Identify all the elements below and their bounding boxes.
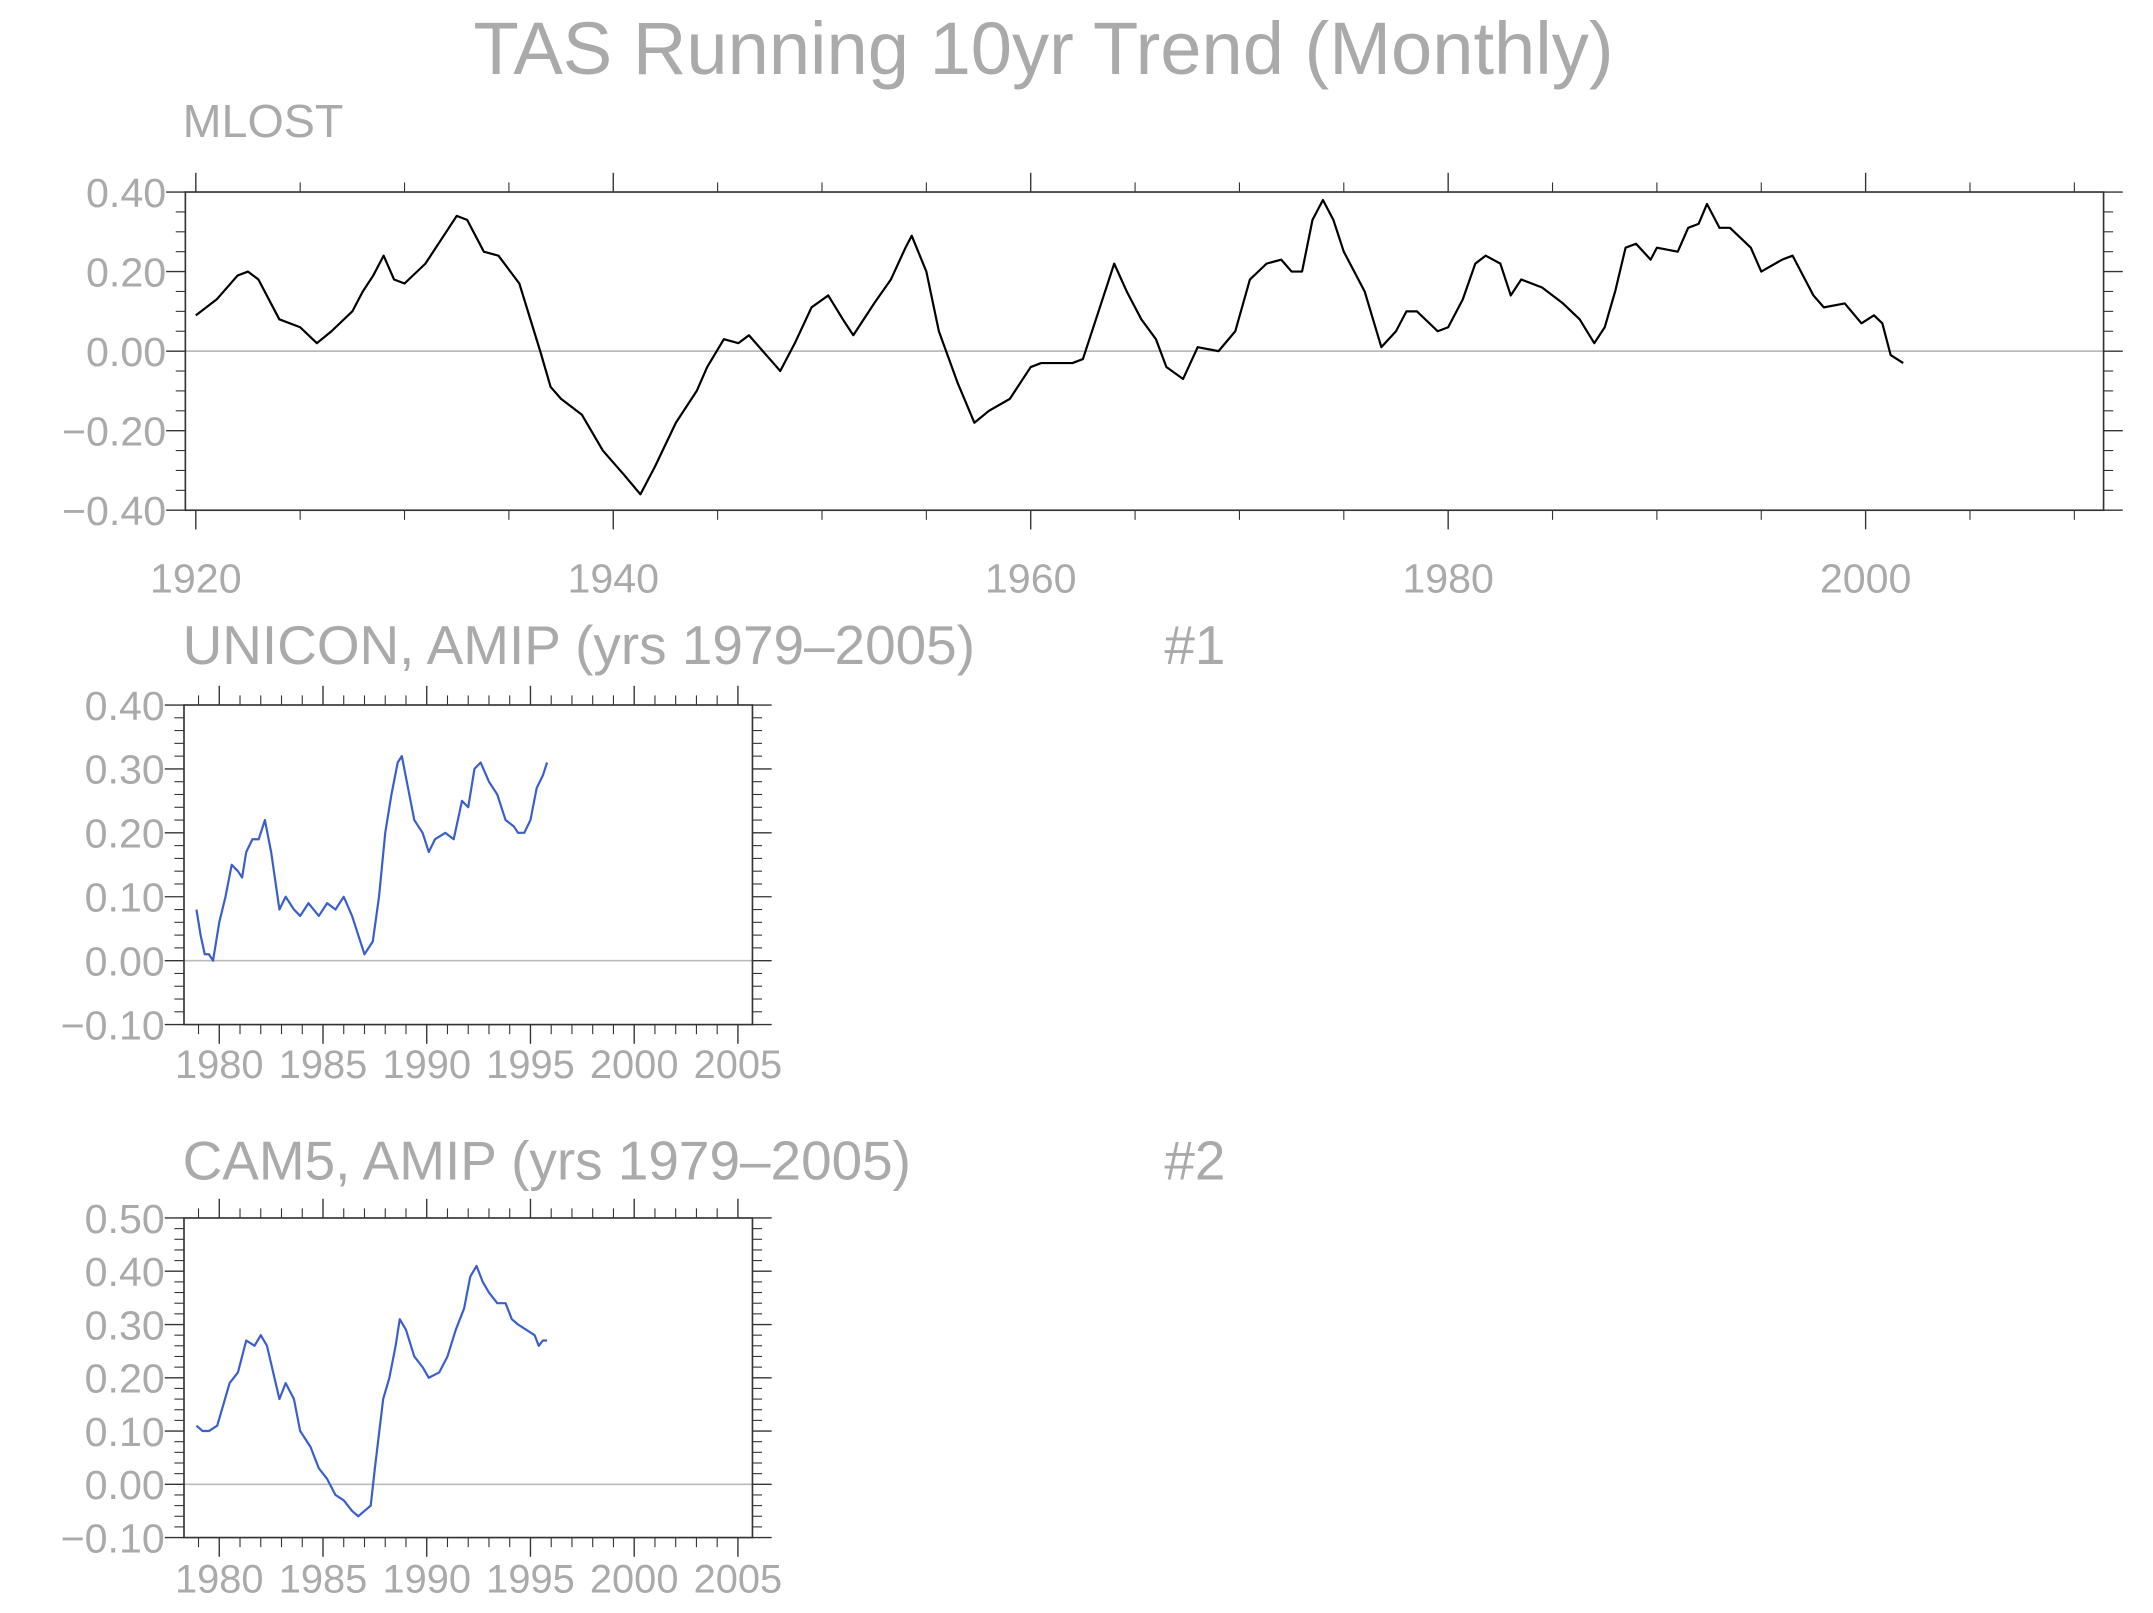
panel-title: UNICON, AMIP (yrs 1979–2005) <box>183 614 975 676</box>
y-tick-label: −0.40 <box>62 488 166 534</box>
y-tick-label: 0.20 <box>85 811 165 857</box>
x-tick-label: 2000 <box>1820 556 1912 602</box>
x-tick-label: 1980 <box>175 1043 264 1087</box>
y-tick-label: 0.40 <box>85 1249 165 1295</box>
x-tick-label: 1920 <box>150 556 242 602</box>
panel-annotation: #1 <box>1164 614 1225 676</box>
panel-title: MLOST <box>183 95 344 147</box>
y-tick-label: 0.30 <box>85 747 165 793</box>
x-tick-label: 1985 <box>279 1557 368 1601</box>
plot-frame <box>184 191 2105 512</box>
data-line <box>195 1264 548 1518</box>
x-tick-label: 2005 <box>694 1043 783 1087</box>
x-tick-label: 1980 <box>175 1557 264 1601</box>
y-tick-label: 0.00 <box>86 329 166 375</box>
x-tick-label: 1995 <box>486 1043 575 1087</box>
y-tick-label: 0.10 <box>85 1409 165 1455</box>
panel-annotation: #2 <box>1164 1130 1225 1192</box>
x-tick-label: 1990 <box>382 1043 471 1087</box>
y-tick-label: 0.20 <box>85 1356 165 1402</box>
y-tick-label: 0.50 <box>85 1196 165 1242</box>
x-tick-label: 2000 <box>590 1557 679 1601</box>
plot-frame <box>183 704 754 1026</box>
y-tick-label: −0.10 <box>61 1515 165 1561</box>
x-tick-label: 1980 <box>1402 556 1494 602</box>
data-line <box>195 755 549 962</box>
y-tick-label: 0.40 <box>85 683 165 729</box>
panel-title: CAM5, AMIP (yrs 1979–2005) <box>183 1130 911 1192</box>
y-tick-label: 0.00 <box>85 939 165 985</box>
y-tick-label: −0.10 <box>61 1002 165 1048</box>
x-tick-label: 1960 <box>985 556 1077 602</box>
y-tick-label: 0.30 <box>85 1302 165 1348</box>
x-tick-label: 1940 <box>567 556 659 602</box>
y-tick-label: 0.10 <box>85 875 165 921</box>
y-tick-label: 0.00 <box>85 1462 165 1508</box>
y-tick-label: 0.20 <box>86 249 166 295</box>
x-tick-label: 1990 <box>382 1557 471 1601</box>
y-tick-label: 0.40 <box>86 170 166 216</box>
x-tick-label: 2005 <box>694 1557 783 1601</box>
data-line <box>195 198 1904 496</box>
x-tick-label: 1995 <box>486 1557 575 1601</box>
x-tick-label: 1985 <box>279 1043 368 1087</box>
plot-frame <box>183 1217 754 1539</box>
y-tick-label: −0.20 <box>62 409 166 455</box>
x-tick-label: 2000 <box>590 1043 679 1087</box>
figure-title: TAS Running 10yr Trend (Monthly) <box>474 7 1614 90</box>
